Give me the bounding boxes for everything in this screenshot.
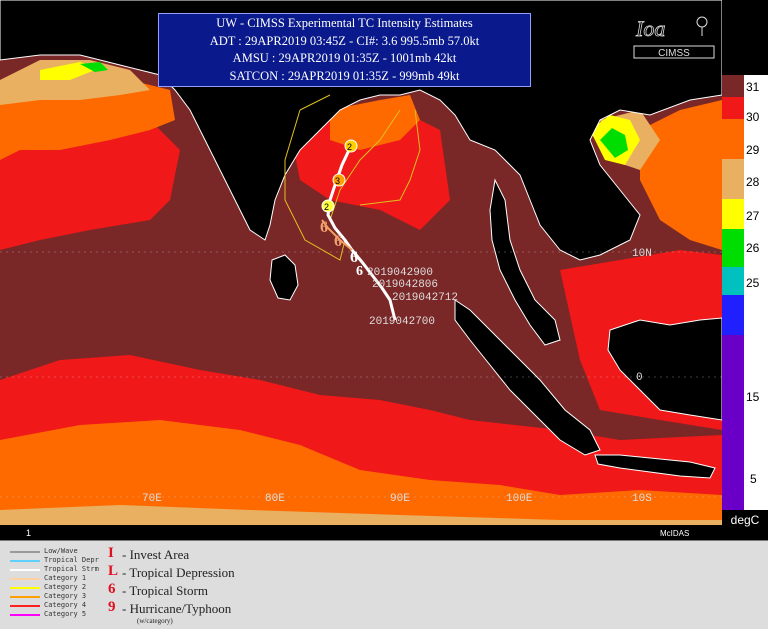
mcidas-credit: McIDAS [660,529,689,538]
colorbar-scale: 31 30 29 28 27 26 25 15 5 [722,75,768,510]
legend-symbol-3: 9 [108,599,116,615]
amsu-estimate: AMSU : 29APR2019 01:35Z - 1001mb 42kt [232,51,457,65]
colorbar-swatch-27 [722,199,744,229]
legend-symbol-label-1: - Tropical Depression [122,565,235,580]
legend-track-line-4 [10,587,40,589]
graticule-labels: 70E 80E 90E 100E 10N 0 10S [142,248,652,505]
sst-region-29-bay [330,95,420,150]
legend-symbol-label-0: - Invest Area [122,547,190,562]
legend-track-label-3: Category 1 [44,574,87,582]
land-java [594,454,716,479]
colorbar-swatch-29 [722,119,744,159]
svg-text:CIMSS: CIMSS [658,48,690,59]
legend-symbol-label-2: - Tropical Storm [122,583,208,598]
colorbar-swatch-25 [722,267,744,295]
lon-label-70e: 70E [142,493,162,505]
legend-track-label-6: Category 4 [44,601,87,609]
lon-label-90e: 90E [390,493,410,505]
colorbar-swatch-28 [722,159,744,199]
colorbar-swatch-15 [722,295,744,335]
frame-label: 1 [26,528,31,538]
legend-track-line-6 [10,605,40,607]
track-marker-b [332,173,346,187]
storm-track-hist [321,219,353,251]
intensity-estimates-panel: UW - CIMSS Experimental TC Intensity Est… [158,13,531,87]
colorbar-swatch-30 [722,97,744,119]
land-sri-lanka [269,254,299,301]
track-category-label-1: 3 [335,176,340,186]
legend-track-label-7: Category 5 [44,610,87,618]
storm-symbol-3: 6 [350,249,358,266]
track-time-labels: 2019042900 2019042806 2019042712 2019042… [367,267,458,328]
temperature-colorbar: 31 30 29 28 27 26 25 15 5 [722,0,768,540]
land-sumatra [454,299,601,456]
legend-track-label-2: Tropical Strm [44,565,99,573]
colorbar-label-29: 29 [746,143,760,157]
lat-label-10s: 10S [632,493,652,505]
map-footer-strip [0,525,722,540]
track-legend: Low/Wave Tropical Depr Tropical Strm Catego… [0,540,768,629]
storm-symbol-1: 6 [320,219,328,236]
land-malay-peninsula [489,178,561,346]
lat-label-10n: 10N [632,248,652,260]
sst-region-28-arabian [0,60,150,105]
sst-region-26-gulf [600,128,628,158]
legend-symbol-0: I [108,545,114,561]
cimss-logo-icon: Ioa CIMSS [633,16,715,59]
legend-track-line-0 [10,551,40,553]
colorbar-label-28: 28 [746,175,760,189]
legend-symbol-2: 6 [108,581,116,597]
colorbar-swatch-5 [722,335,744,510]
track-time-label-2: 2019042712 [392,292,458,304]
legend-track-line-1 [10,560,40,562]
colorbar-label-31: 31 [746,80,760,94]
colorbar-label-30: 30 [746,110,760,124]
land-borneo [607,317,722,421]
storm-symbol-2: 6 [334,233,342,250]
adt-estimate: ADT : 29APR2019 03:45Z - CI#: 3.6 995.5m… [209,33,480,48]
sst-region-29-scs [640,100,722,250]
legend-track-line-2 [10,569,40,571]
track-time-label-0: 2019042900 [367,267,433,279]
panel-title: UW - CIMSS Experimental TC Intensity Est… [216,16,473,30]
sst-map: 2 3 2 6 6 6 6 2019042900 2019042806 2019… [0,0,722,540]
legend-track-label-0: Low/Wave [44,547,78,555]
legend-track-line-5 [10,596,40,598]
graticule [0,251,722,498]
track-category-label-2: 2 [324,202,329,212]
sst-region-26-arabian [80,62,108,72]
colorbar-label-25: 25 [746,276,760,290]
legend-symbol-1: L [108,563,119,579]
colorbar-swatch-26 [722,229,744,267]
colorbar-unit: degC [730,513,760,527]
track-markers: 2 3 2 6 6 6 6 [320,139,363,279]
symbol-legend-note: (w/category) [137,617,173,625]
legend-track-label-5: Category 3 [44,592,87,600]
colorbar-label-15: 15 [746,390,760,404]
storm-symbol-4: 6 [356,264,363,279]
lon-label-80e: 80E [265,493,285,505]
colorbar-label-27: 27 [746,209,760,223]
lon-label-100e: 100E [506,493,533,505]
colorbar-swatch-31 [722,75,744,97]
track-category-label-0: 2 [347,142,352,152]
svg-text:Ioa: Ioa [635,16,665,41]
track-marker-a [344,139,358,153]
legend-track-label-4: Category 2 [44,583,87,591]
colorbar-label-26: 26 [746,241,760,255]
lat-label-0: 0 [636,372,643,384]
legend-symbol-label-3: - Hurricane/Typhoon [122,601,232,616]
colorbar-label-5: 5 [750,472,757,486]
track-time-label-3: 2019042700 [369,316,435,328]
legend-track-label-1: Tropical Depr [44,556,99,564]
legend-track-line-7 [10,614,40,616]
legend-track-line-3 [10,578,40,580]
track-marker-c [321,199,335,213]
track-time-label-1: 2019042806 [372,279,438,291]
satcon-estimate: SATCON : 29APR2019 01:35Z - 999mb 49kt [229,68,460,83]
